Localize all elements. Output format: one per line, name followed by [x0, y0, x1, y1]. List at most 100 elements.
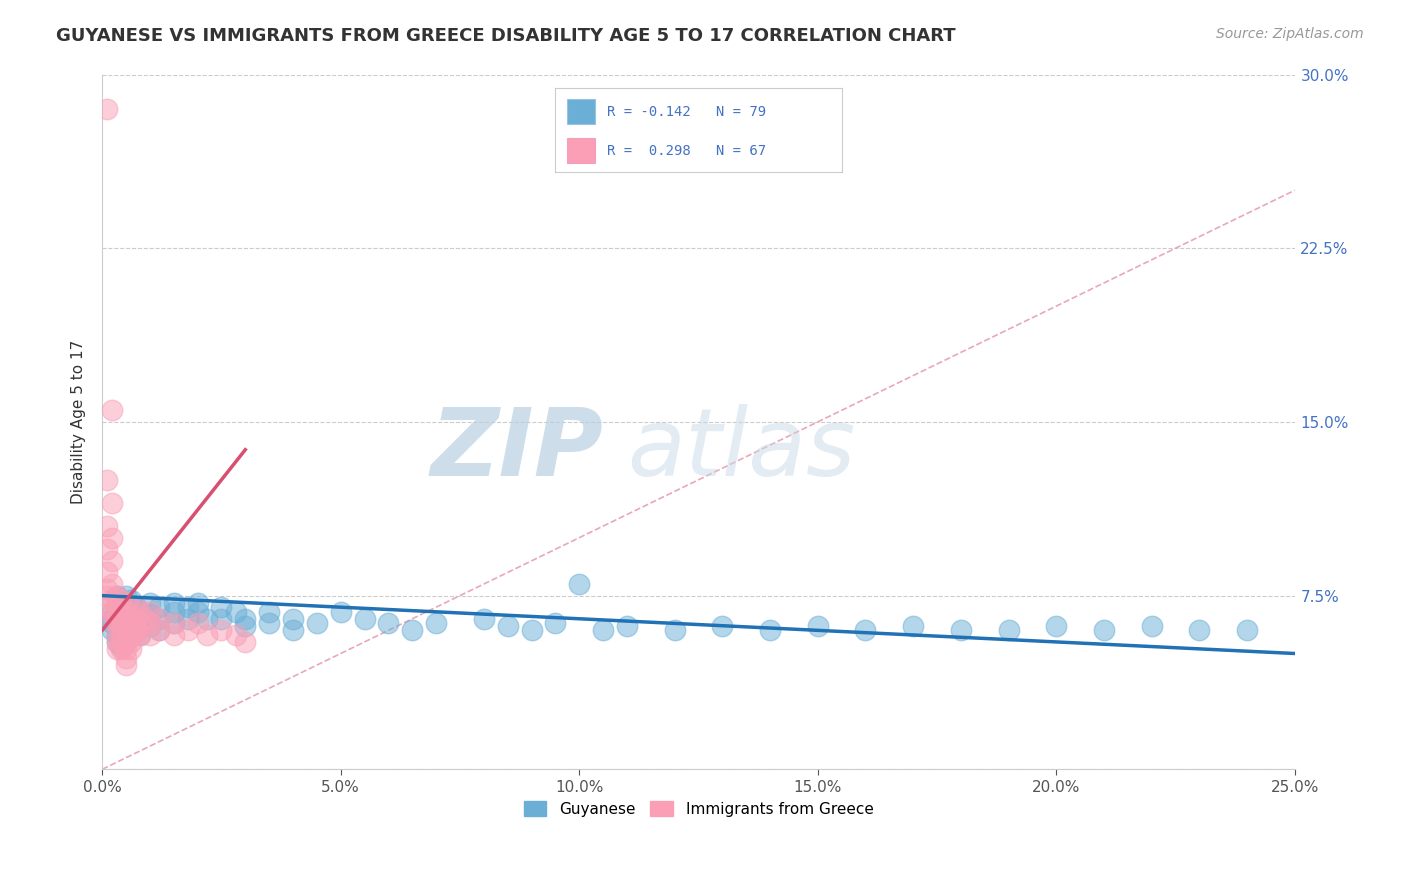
Point: [139, 618, 162, 632]
Point: [105, 641, 128, 656]
Text: ZIP: ZIP: [430, 404, 603, 496]
Point: [163, 628, 186, 642]
Point: [281, 624, 304, 638]
Text: atlas: atlas: [627, 404, 855, 495]
Point: [110, 618, 132, 632]
Point: [901, 618, 924, 632]
Point: [401, 624, 423, 638]
Point: [592, 624, 614, 638]
Point: [129, 605, 152, 619]
Point: [949, 624, 972, 638]
Point: [1236, 624, 1258, 638]
Point: [187, 605, 209, 619]
Point: [110, 612, 132, 626]
Point: [120, 605, 142, 619]
Point: [257, 605, 280, 619]
Point: [139, 596, 162, 610]
Point: [120, 641, 142, 656]
Point: [115, 624, 138, 638]
Point: [100, 554, 122, 568]
Point: [257, 616, 280, 631]
Point: [225, 605, 247, 619]
Point: [105, 628, 128, 642]
Point: [96, 519, 118, 533]
Point: [115, 589, 138, 603]
Point: [115, 635, 138, 649]
Point: [329, 605, 352, 619]
Point: [105, 596, 128, 610]
Point: [115, 612, 138, 626]
Point: [177, 612, 200, 626]
Point: [110, 596, 132, 610]
Point: [115, 635, 138, 649]
Point: [544, 616, 567, 631]
Point: [100, 612, 122, 626]
Text: Source: ZipAtlas.com: Source: ZipAtlas.com: [1216, 27, 1364, 41]
Point: [211, 624, 233, 638]
Point: [520, 624, 543, 638]
Point: [96, 582, 118, 596]
Point: [281, 612, 304, 626]
Point: [472, 612, 495, 626]
Point: [1045, 618, 1067, 632]
Point: [187, 616, 209, 631]
Y-axis label: Disability Age 5 to 17: Disability Age 5 to 17: [72, 340, 86, 504]
Point: [1140, 618, 1163, 632]
Point: [187, 596, 209, 610]
Point: [129, 616, 152, 631]
Point: [163, 596, 186, 610]
Point: [163, 616, 186, 631]
Point: [110, 635, 132, 649]
Point: [211, 600, 233, 615]
Point: [163, 605, 186, 619]
Point: [139, 616, 162, 631]
Point: [105, 605, 128, 619]
Point: [100, 577, 122, 591]
Point: [100, 403, 122, 417]
Point: [105, 635, 128, 649]
Legend: Guyanese, Immigrants from Greece: Guyanese, Immigrants from Greece: [516, 793, 882, 824]
Point: [110, 628, 132, 642]
Point: [120, 618, 142, 632]
Point: [353, 612, 375, 626]
Point: [139, 607, 162, 621]
Point: [96, 600, 118, 615]
Point: [233, 635, 256, 649]
Point: [115, 612, 138, 626]
Point: [759, 624, 782, 638]
Point: [1092, 624, 1115, 638]
Point: [105, 635, 128, 649]
Point: [139, 605, 162, 619]
Point: [711, 618, 734, 632]
Point: [1188, 624, 1211, 638]
Point: [129, 616, 152, 631]
Point: [105, 618, 128, 632]
Text: GUYANESE VS IMMIGRANTS FROM GREECE DISABILITY AGE 5 TO 17 CORRELATION CHART: GUYANESE VS IMMIGRANTS FROM GREECE DISAB…: [56, 27, 956, 45]
Point: [177, 624, 200, 638]
Point: [105, 618, 128, 632]
Point: [115, 618, 138, 632]
Point: [129, 605, 152, 619]
Point: [425, 616, 447, 631]
Point: [110, 628, 132, 642]
Point: [129, 628, 152, 642]
Point: [120, 616, 142, 631]
Point: [120, 628, 142, 642]
Point: [124, 612, 146, 626]
Point: [124, 612, 146, 626]
Point: [120, 593, 142, 607]
Point: [148, 612, 170, 626]
Point: [110, 593, 132, 607]
Point: [124, 600, 146, 615]
Point: [120, 628, 142, 642]
Point: [855, 624, 877, 638]
Point: [115, 628, 138, 642]
Point: [100, 624, 122, 638]
Point: [139, 628, 162, 642]
Point: [233, 618, 256, 632]
Point: [377, 616, 399, 631]
Point: [148, 612, 170, 626]
Point: [100, 612, 122, 626]
Point: [100, 616, 122, 631]
Point: [96, 102, 118, 116]
